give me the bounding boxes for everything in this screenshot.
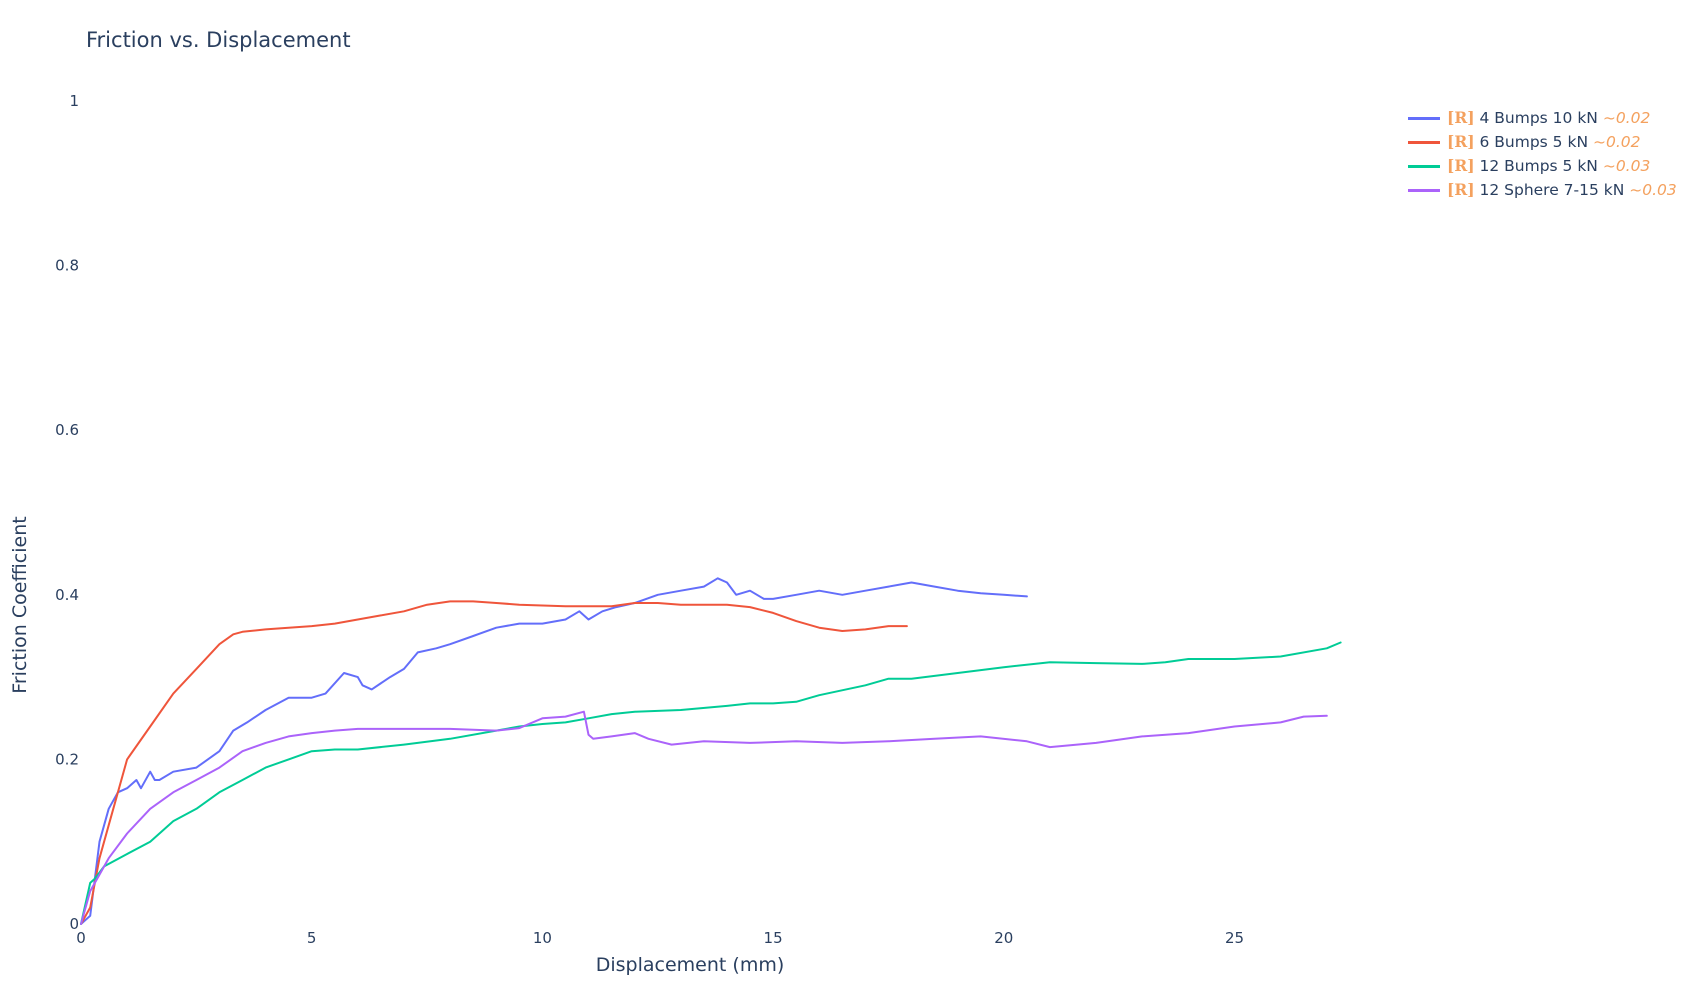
series-layer xyxy=(80,577,1342,925)
series-line-1 xyxy=(80,577,1028,925)
legend-series-name: 6 Bumps 5 kN xyxy=(1474,133,1593,151)
legend-swatch xyxy=(1408,165,1440,168)
x-tick-label: 0 xyxy=(76,929,86,947)
legend-series-name: 12 Bumps 5 kN xyxy=(1474,157,1603,175)
legend-approx-value: ~0.03 xyxy=(1629,181,1677,199)
legend-tag: [R] xyxy=(1447,132,1475,151)
x-tick-label: 10 xyxy=(533,929,552,947)
y-axis-title: Friction Coefficient xyxy=(9,516,31,693)
legend-tag: [R] xyxy=(1447,180,1475,199)
y-tick-label: 0 xyxy=(69,915,79,933)
x-tick-label: 5 xyxy=(307,929,317,947)
legend-approx-value: ~0.02 xyxy=(1592,133,1641,151)
legend-label: [R] 12 Bumps 5 kN ~0.03 xyxy=(1447,154,1650,178)
legend-swatch xyxy=(1408,189,1440,192)
y-tick-label: 0.8 xyxy=(55,257,79,275)
axes-layer: 0 5 10 15 20 25 0 0.2 0.4 0.6 0.8 1 xyxy=(55,92,1396,947)
y-tick-label: 1 xyxy=(69,92,79,110)
x-axis-title: Displacement (mm) xyxy=(596,954,785,976)
legend-tag: [R] xyxy=(1447,156,1475,175)
legend-approx-value: ~0.03 xyxy=(1602,157,1651,175)
chart-title: Friction vs. Displacement xyxy=(86,28,351,52)
legend-swatch xyxy=(1408,117,1440,120)
series-line-3 xyxy=(80,641,1342,925)
series-line-4 xyxy=(80,710,1328,925)
legend-series-name: 12 Sphere 7-15 kN xyxy=(1474,181,1630,199)
legend-label: [R] 12 Sphere 7-15 kN ~0.03 xyxy=(1447,178,1677,202)
legend-swatch xyxy=(1408,141,1440,144)
series-line-2 xyxy=(80,600,908,925)
y-tick-label: 0.2 xyxy=(55,750,79,768)
x-tick-label: 20 xyxy=(994,929,1013,947)
y-tick-label: 0.6 xyxy=(55,421,79,439)
legend-series-name: 4 Bumps 10 kN xyxy=(1474,109,1603,127)
legend-approx-value: ~0.02 xyxy=(1602,109,1651,127)
legend-label: [R] 6 Bumps 5 kN ~0.02 xyxy=(1447,130,1640,154)
legend-tag: [R] xyxy=(1447,108,1475,127)
x-tick-label: 25 xyxy=(1225,929,1244,947)
y-tick-label: 0.4 xyxy=(55,586,79,604)
x-tick-label: 15 xyxy=(764,929,783,947)
legend-label: [R] 4 Bumps 10 kN ~0.02 xyxy=(1447,106,1650,130)
